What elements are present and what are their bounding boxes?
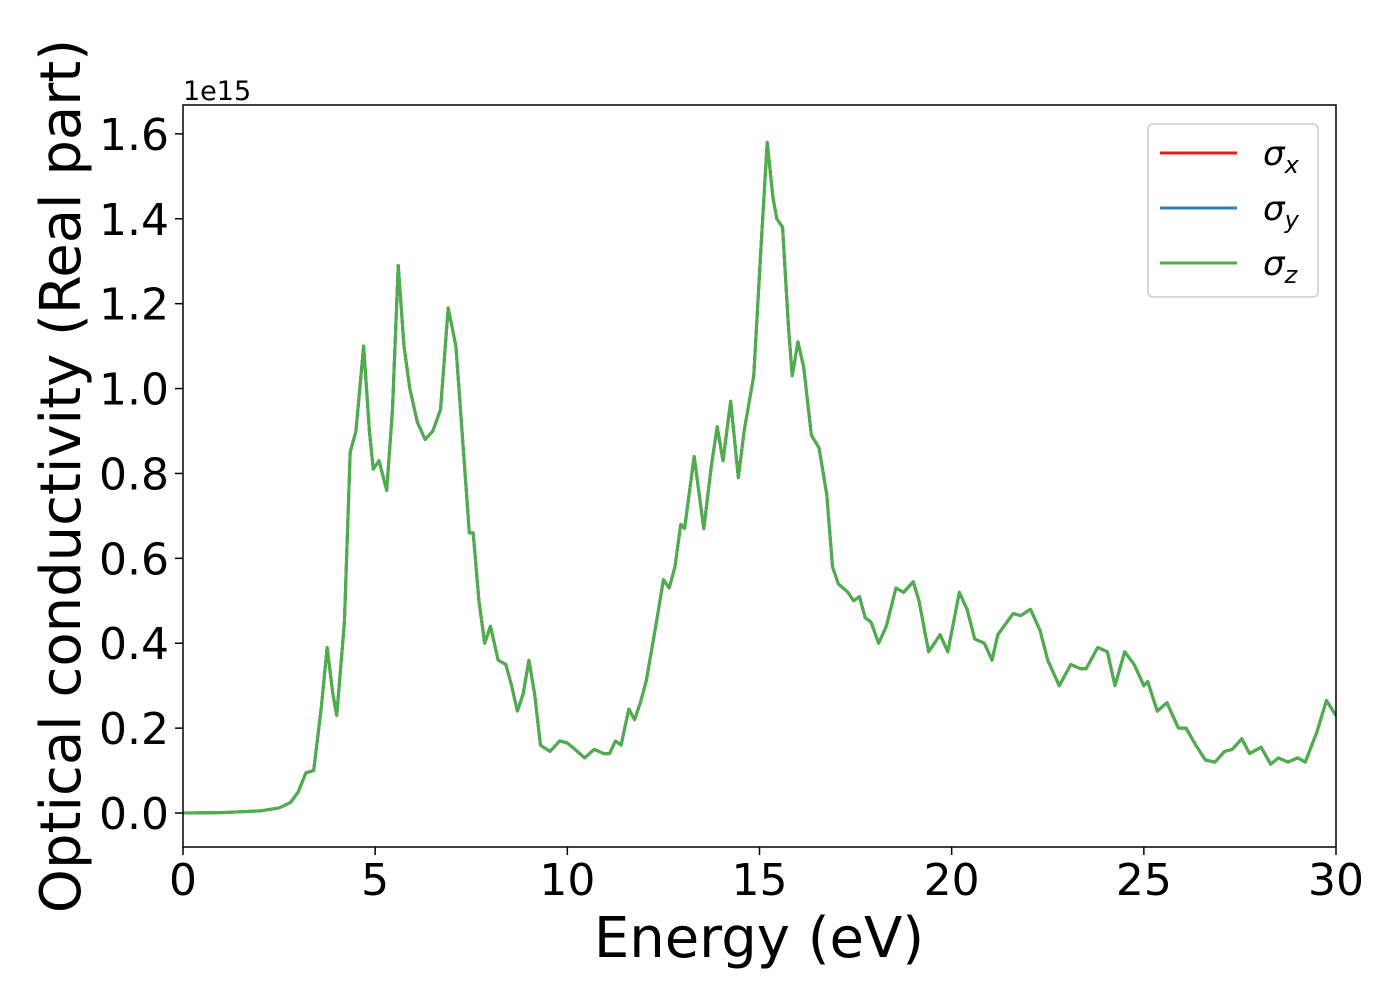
y-tick-label: 1.0 — [99, 365, 169, 416]
x-tick-label: 10 — [539, 855, 595, 906]
legend-label: σz — [1263, 244, 1299, 289]
x-tick-label: 5 — [361, 855, 389, 906]
y-tick-label: 1.6 — [99, 110, 169, 161]
x-tick-label: 0 — [169, 855, 197, 906]
series-line — [183, 140, 1336, 815]
x-tick-label: 30 — [1308, 855, 1364, 906]
x-tick-label: 15 — [732, 855, 788, 906]
y-tick-label: 1.4 — [99, 195, 169, 246]
y-tick-label: 1.2 — [99, 280, 169, 331]
offset-text: 1e15 — [183, 76, 251, 107]
legend-label: σx — [1263, 134, 1300, 179]
y-tick-label: 0.6 — [99, 534, 169, 585]
x-axis-label: Energy (eV) — [594, 906, 924, 971]
y-axis-label: Optical conductivity (Real part) — [29, 39, 94, 913]
legend-box — [1147, 123, 1319, 298]
x-tick-label: 25 — [1116, 855, 1172, 906]
y-tick-label: 0.8 — [99, 449, 169, 500]
legend-label: σy — [1263, 189, 1300, 234]
plot-frame — [182, 104, 1337, 848]
y-tick-label: 0.2 — [99, 704, 169, 755]
y-tick-label: 0.4 — [99, 619, 169, 670]
y-tick-label: 0.0 — [99, 789, 169, 840]
x-tick-label: 20 — [924, 855, 980, 906]
